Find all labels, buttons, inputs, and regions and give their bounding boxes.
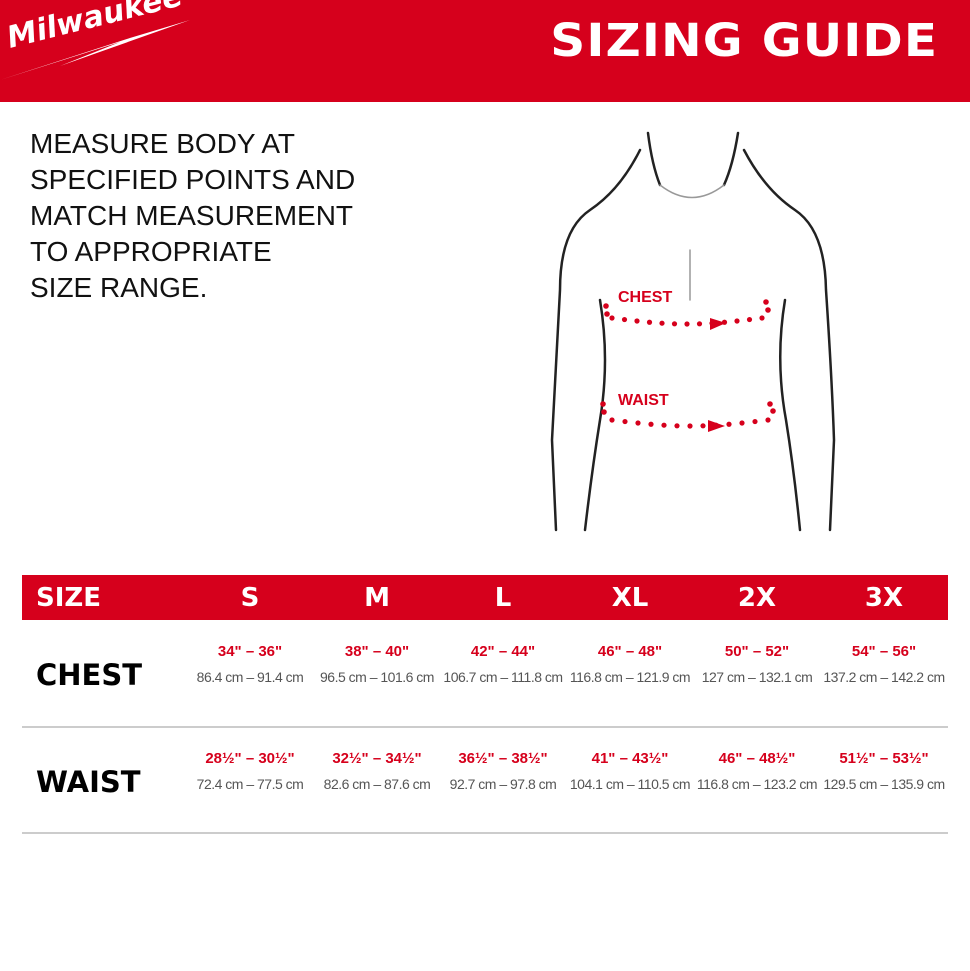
table-cell: 46" – 48½" 116.8 cm – 123.2 cm [694, 750, 820, 794]
cm-range: 137.2 cm – 142.2 cm [823, 669, 945, 685]
size-3x: 3X [864, 583, 904, 613]
table-cell: 41" – 43½" 104.1 cm – 110.5 cm [567, 750, 693, 794]
measure-dot [696, 321, 703, 327]
cm-range: 86.4 cm – 91.4 cm [196, 669, 304, 685]
instruction-line: SPECIFIED POINTS AND [30, 164, 356, 195]
inch-range: 28½" – 30½" [205, 750, 295, 767]
measure-dot [739, 420, 745, 426]
row-label-waist: WAIST [36, 765, 141, 799]
table-cell: 38" – 40" 96.5 cm – 101.6 cm [314, 643, 440, 687]
table-cell: 36½" – 38½" 92.7 cm – 97.8 cm [440, 750, 566, 794]
inch-range: 54" – 56" [851, 643, 917, 660]
measure-dot [635, 420, 641, 426]
measure-lines [600, 299, 776, 432]
instruction-line: MEASURE BODY AT [30, 128, 296, 159]
inch-range: 46" – 48" [597, 643, 663, 660]
size-m: M [364, 583, 390, 613]
measure-dot [603, 303, 609, 309]
size-table-header: SIZE S M L XL 2X 3X [22, 575, 948, 620]
inch-range: 32½" – 34½" [332, 750, 422, 767]
header-banner: Milwaukee SIZING GUIDE [0, 0, 970, 102]
measure-dot [600, 401, 606, 407]
measure-dot [621, 316, 628, 323]
measure-dot [765, 307, 771, 313]
cm-range: 96.5 cm – 101.6 cm [320, 669, 434, 685]
cm-range: 106.7 cm – 111.8 cm [443, 669, 563, 685]
table-cell: 54" – 56" 137.2 cm – 142.2 cm [821, 643, 947, 687]
cm-range: 116.8 cm – 121.9 cm [569, 669, 691, 685]
measure-dot [734, 318, 740, 324]
table-cell: 51½" – 53½" 129.5 cm – 135.9 cm [821, 750, 947, 794]
measure-dot [763, 299, 769, 305]
inch-range: 42" – 44" [470, 643, 536, 660]
measure-dot [609, 417, 615, 423]
cm-range: 116.8 cm – 123.2 cm [696, 776, 818, 792]
measure-dot [746, 316, 753, 323]
chest-label: CHEST [618, 289, 672, 306]
inch-range: 36½" – 38½" [458, 750, 548, 767]
size-2x: 2X [737, 583, 777, 613]
size-header-label: SIZE [36, 583, 102, 613]
inch-range: 50" – 52" [724, 643, 790, 660]
table-cell: 50" – 52" 127 cm – 132.1 cm [694, 643, 820, 687]
svg-text:Milwaukee: Milwaukee [3, 0, 185, 56]
instruction-line: TO APPROPRIATE [30, 236, 272, 267]
size-l: L [494, 583, 512, 613]
row-label-chest: CHEST [36, 658, 143, 692]
table-cell: 34" – 36" 86.4 cm – 91.4 cm [187, 643, 313, 687]
measure-dot [622, 418, 628, 425]
instruction-line: MATCH MEASUREMENT [30, 200, 354, 231]
size-xl: XL [611, 583, 649, 613]
cm-range: 92.7 cm – 97.8 cm [449, 776, 557, 792]
cm-range: 127 cm – 132.1 cm [701, 669, 813, 685]
measure-dot [687, 423, 693, 429]
measure-dot [648, 421, 654, 427]
cm-range: 72.4 cm – 77.5 cm [196, 776, 304, 792]
row-divider [22, 726, 948, 728]
inch-range: 46" – 48½" [718, 750, 796, 767]
body-measurement-figure: CHEST WAIST [550, 131, 836, 532]
inch-range: 34" – 36" [217, 643, 283, 660]
measure-dot [604, 311, 610, 317]
measure-dot [609, 315, 615, 321]
waist-label: WAIST [618, 392, 669, 409]
measure-dot [646, 319, 653, 325]
measure-dot [759, 315, 765, 321]
torso-outline-icon [550, 131, 836, 532]
measure-dot [674, 423, 680, 429]
table-cell: 46" – 48" 116.8 cm – 121.9 cm [567, 643, 693, 687]
measure-dot [634, 318, 640, 324]
table-cell: 28½" – 30½" 72.4 cm – 77.5 cm [187, 750, 313, 794]
inch-range: 41" – 43½" [591, 750, 669, 767]
inch-range: 38" – 40" [344, 643, 410, 660]
measure-dot [770, 408, 776, 414]
milwaukee-logo: Milwaukee [0, 0, 190, 80]
measure-dot [765, 417, 771, 423]
measure-dot [752, 418, 758, 425]
measure-dot [601, 409, 607, 415]
measure-dot [661, 422, 667, 428]
measure-dot [767, 401, 773, 407]
measure-dot [684, 321, 690, 327]
measure-dot [700, 423, 706, 429]
inch-range: 51½" – 53½" [839, 750, 929, 767]
instruction-line: SIZE RANGE. [30, 272, 208, 303]
table-cell: 32½" – 34½" 82.6 cm – 87.6 cm [314, 750, 440, 794]
cm-range: 129.5 cm – 135.9 cm [823, 776, 945, 792]
cm-range: 104.1 cm – 110.5 cm [569, 776, 691, 792]
page-title: SIZING GUIDE [550, 14, 938, 67]
table-cell: 42" – 44" 106.7 cm – 111.8 cm [440, 643, 566, 687]
measure-dot [726, 421, 732, 427]
measure-dot [659, 320, 665, 326]
size-s: S [240, 583, 260, 613]
row-divider [22, 832, 948, 834]
instructions: MEASURE BODY AT SPECIFIED POINTS AND MAT… [30, 126, 390, 306]
measure-dot [671, 321, 678, 327]
cm-range: 82.6 cm – 87.6 cm [323, 776, 431, 792]
